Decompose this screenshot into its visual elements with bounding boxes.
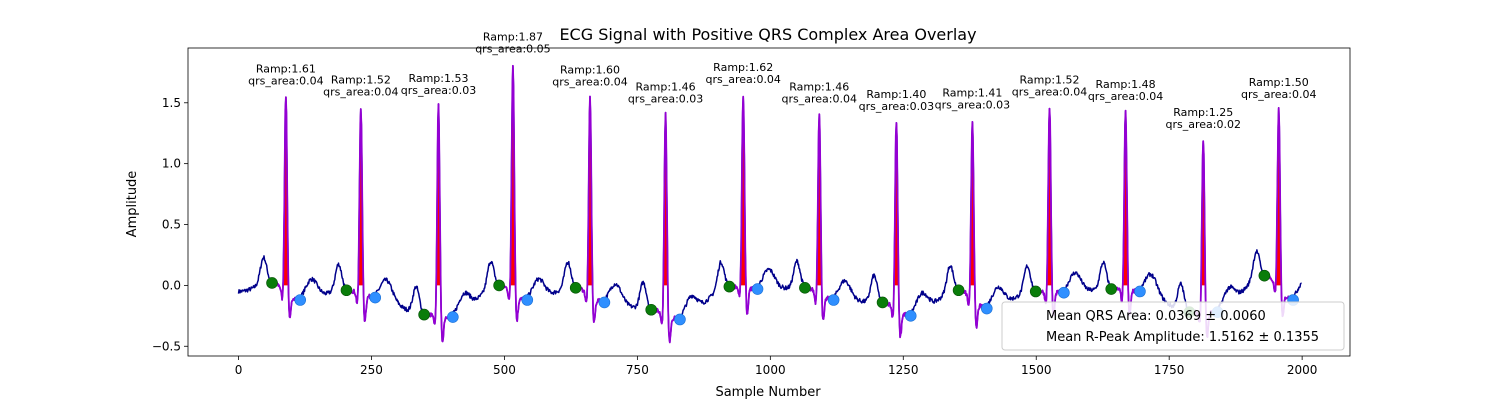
y-tick-label: 1.0 xyxy=(162,157,181,171)
y-tick-label: 0.5 xyxy=(162,218,181,232)
qrs-onset-marker-5 xyxy=(569,282,582,294)
peak-annotation-ramp-2: Ramp:1.52 xyxy=(331,73,391,86)
qrs-offset-marker-12 xyxy=(1134,285,1146,298)
legend: Mean QRS Area: 0.0369 ± 0.0060 Mean R-Pea… xyxy=(1001,301,1345,351)
peak-annotation-ramp-10: Ramp:1.41 xyxy=(942,87,1002,100)
peak-annotation-qrs-area-7: qrs_area:0.04 xyxy=(705,73,780,86)
peak-annotation-qrs-area-4: qrs_area:0.05 xyxy=(475,43,550,56)
qrs-onset-marker-4 xyxy=(493,279,505,292)
qrs-offset-marker-11 xyxy=(1058,286,1070,299)
qrs-onset-marker-8 xyxy=(799,282,811,294)
peak-annotation-ramp-12: Ramp:1.48 xyxy=(1096,78,1156,91)
x-tick-label: 750 xyxy=(626,363,649,377)
x-tick-label: 1250 xyxy=(888,363,919,377)
qrs-offset-marker-8 xyxy=(827,294,840,306)
peak-annotation-ramp-8: Ramp:1.46 xyxy=(789,81,849,94)
qrs-offset-marker-9 xyxy=(904,310,917,322)
peak-annotation-ramp-6: Ramp:1.46 xyxy=(636,81,696,94)
qrs-onset-marker-3 xyxy=(418,308,430,321)
qrs-onset-marker-10 xyxy=(952,284,965,297)
qrs-onset-marker-6 xyxy=(645,303,658,316)
peak-annotation-ramp-9: Ramp:1.40 xyxy=(866,88,926,101)
x-axis-label: Sample Number xyxy=(715,385,821,400)
peak-annotation-ramp-5: Ramp:1.60 xyxy=(560,64,620,77)
qrs-onset-marker-9 xyxy=(876,296,889,309)
plot-series-group xyxy=(237,64,1302,344)
qrs-offset-marker-10 xyxy=(980,302,993,315)
x-tick-label: 250 xyxy=(360,363,383,377)
x-tick-label: 500 xyxy=(493,363,516,377)
x-tick-label: 1000 xyxy=(755,363,786,377)
plot-frame xyxy=(187,47,1351,357)
peak-annotation-ramp-1: Ramp:1.61 xyxy=(256,62,316,75)
peak-annotation-ramp-3: Ramp:1.53 xyxy=(408,72,468,85)
peak-annotation-qrs-area-14: qrs_area:0.04 xyxy=(1241,88,1316,101)
peak-annotation-qrs-area-8: qrs_area:0.04 xyxy=(782,93,857,106)
y-axis-label: Amplitude xyxy=(125,171,140,238)
qrs-onset-marker-2 xyxy=(340,284,353,297)
qrs-offset-marker-6 xyxy=(674,313,686,326)
y-tick-label: 0.0 xyxy=(162,278,181,292)
peak-annotation-qrs-area-1: qrs_area:0.04 xyxy=(248,74,323,87)
qrs-offset-marker-7 xyxy=(751,283,764,295)
peak-annotation-qrs-area-13: qrs_area:0.02 xyxy=(1165,118,1240,131)
peak-annotation-ramp-7: Ramp:1.62 xyxy=(713,61,773,74)
ecg-signal-line xyxy=(237,65,1302,344)
qrs-onset-marker-14 xyxy=(1258,269,1271,282)
x-tick-label: 1500 xyxy=(1021,363,1052,377)
y-tick-label: 1.5 xyxy=(162,96,181,110)
qrs-onset-marker-12 xyxy=(1105,283,1118,295)
qrs-offset-marker-1 xyxy=(294,294,307,306)
qrs-onset-marker-7 xyxy=(723,280,736,293)
qrs-onset-marker-1 xyxy=(266,277,278,289)
x-tick-label: 1750 xyxy=(1154,363,1185,377)
qrs-offset-marker-4 xyxy=(521,294,534,306)
x-tick-label: 0 xyxy=(235,363,243,377)
qrs-offset-marker-5 xyxy=(598,296,611,309)
peak-annotation-ramp-11: Ramp:1.52 xyxy=(1020,73,1080,86)
peak-annotation-qrs-area-11: qrs_area:0.04 xyxy=(1012,85,1087,98)
peak-annotation-ramp-4: Ramp:1.87 xyxy=(483,31,543,44)
peak-annotation-ramp-14: Ramp:1.50 xyxy=(1249,76,1309,89)
y-tick-label: −0.5 xyxy=(152,339,181,353)
qrs-onset-marker-11 xyxy=(1029,285,1042,298)
chart-title: ECG Signal with Positive QRS Complex Are… xyxy=(559,25,976,44)
legend-entry-1: Mean QRS Area: 0.0369 ± 0.0060 xyxy=(1046,309,1266,324)
peak-annotation-qrs-area-6: qrs_area:0.03 xyxy=(628,93,703,106)
plot-area: 0 250 500 750 1000 1250 1500 1750 2000 −0.5 0.0 0.5… xyxy=(152,31,1351,377)
x-tick-label: 2000 xyxy=(1287,363,1318,377)
peak-annotation-qrs-area-12: qrs_area:0.04 xyxy=(1088,90,1163,103)
peak-annotation-qrs-area-3: qrs_area:0.03 xyxy=(401,84,476,97)
qrs-offset-marker-2 xyxy=(369,291,381,304)
legend-entry-2: Mean R-Peak Amplitude: 1.5162 ± 0.1355 xyxy=(1046,330,1319,345)
peak-annotation-qrs-area-2: qrs_area:0.04 xyxy=(323,85,398,98)
qrs-offset-marker-3 xyxy=(447,311,459,323)
peak-annotation-qrs-area-9: qrs_area:0.03 xyxy=(859,100,934,113)
peak-annotation-ramp-13: Ramp:1.25 xyxy=(1173,106,1233,119)
legend-box xyxy=(1001,301,1345,351)
peak-annotation-qrs-area-5: qrs_area:0.04 xyxy=(552,76,627,89)
peak-annotation-qrs-area-10: qrs_area:0.03 xyxy=(935,99,1010,112)
